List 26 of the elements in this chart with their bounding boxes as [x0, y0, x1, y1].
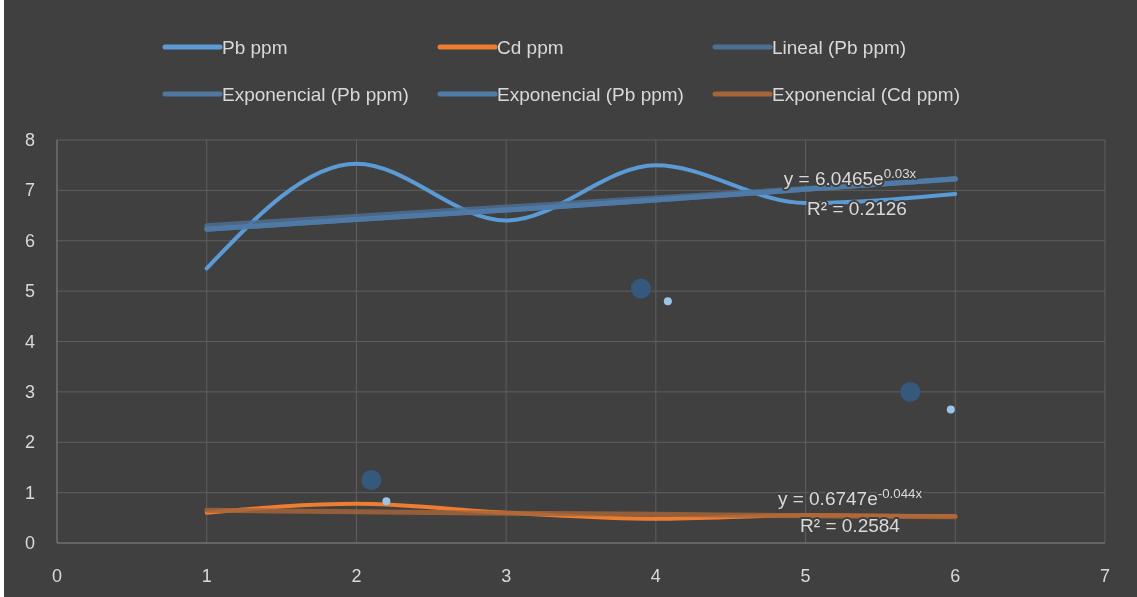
x-tick-label: 3 [501, 566, 512, 586]
y-tick-label: 5 [24, 281, 36, 302]
x-tick-label: 2 [351, 566, 362, 586]
annotation: y = 6.0465e$^{0.03x}$ [783, 165, 917, 189]
y-tick-label: 1 [24, 482, 36, 503]
y-tick-label: 6 [24, 230, 36, 251]
legend-label: Exponencial (Pb ppm) [497, 84, 684, 105]
legend-label: Exponencial (Cd ppm) [772, 84, 960, 105]
x-tick-label: 0 [51, 566, 63, 586]
annotation: R² = 0.2584 [800, 515, 901, 536]
x-tick-label: 6 [950, 566, 961, 586]
x-tick-label: 7 [1099, 566, 1111, 586]
y-tick-label: 3 [24, 381, 36, 402]
annotation: y = 0.6747e$^{-0.044x}$ [777, 485, 923, 509]
x-tick-label: 1 [201, 566, 212, 586]
y-tick-label: 2 [24, 432, 36, 453]
y-tick-label: 0 [24, 533, 36, 553]
legend-label: Pb ppm [222, 37, 288, 58]
x-tick-label: 5 [800, 566, 811, 586]
x-tick-label: 4 [650, 566, 661, 586]
y-tick-label: 4 [24, 331, 36, 352]
legend-label: Exponencial (Pb ppm) [222, 84, 409, 105]
legend-label: Lineal (Pb ppm) [772, 37, 907, 58]
legend-label: Cd ppm [497, 37, 564, 58]
y-tick-label: 7 [24, 180, 36, 201]
y-tick-label: 8 [24, 130, 36, 150]
